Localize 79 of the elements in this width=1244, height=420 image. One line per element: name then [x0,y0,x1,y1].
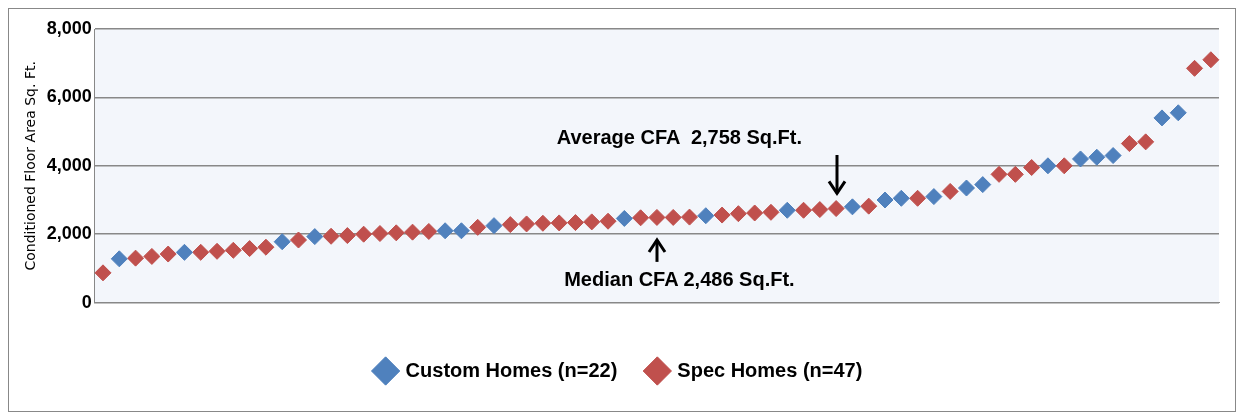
point [1088,148,1106,166]
point [94,264,112,282]
point [175,243,193,261]
point [566,214,584,232]
annotation: Average CFA 2,758 Sq.Ft. [556,125,803,148]
point [534,214,552,232]
point [648,208,666,226]
point [257,238,275,256]
y-tick-label: 0 [81,291,92,312]
point [697,207,715,225]
point [957,179,975,197]
point [485,217,503,235]
point [241,240,259,258]
legend-label: Spec Homes (n=47) [677,358,863,381]
point [778,201,796,219]
point [615,209,633,227]
point [1202,51,1220,69]
point [746,204,764,222]
y-tick-label: 2,000 [46,223,92,244]
point [387,224,405,242]
point [501,216,519,234]
annotation: Median CFA 2,486 Sq.Ft. [564,268,795,291]
y-tick-label: 6,000 [46,86,92,107]
point [795,201,813,219]
point [224,241,242,259]
point [827,200,845,218]
point [1039,157,1057,175]
point [159,245,177,263]
point [404,223,422,241]
point [599,212,617,230]
point [811,201,829,219]
point [1169,104,1187,122]
point [876,191,894,209]
point [1120,135,1138,153]
point [208,242,226,260]
point [990,165,1008,183]
point [664,208,682,226]
point [469,218,487,236]
y-tick-label: 8,000 [46,17,92,38]
point [941,182,959,200]
point [436,222,454,240]
y-axis-title: Conditioned Floor Area Sq. Ft. [22,61,39,271]
point [909,189,927,207]
point [371,225,389,243]
point [1006,165,1024,183]
y-tick-label: 4,000 [46,154,92,175]
point [1153,109,1171,127]
point [681,208,699,226]
point [1137,133,1155,151]
point [192,243,210,261]
point [338,227,356,245]
point [110,250,128,268]
point [1186,59,1204,77]
point [355,225,373,243]
point [290,231,307,249]
point [1023,159,1041,177]
point [127,249,145,267]
point [925,188,943,206]
point [713,206,731,224]
point [843,198,861,216]
point [143,247,161,265]
point [974,176,992,194]
point [420,222,438,240]
point [729,205,747,223]
point [518,215,536,233]
point [632,209,650,227]
point [306,228,324,246]
point [860,197,878,215]
point [452,222,470,240]
point [892,189,910,207]
point [550,214,568,232]
point [1104,147,1122,165]
point [1055,157,1073,175]
point [1072,150,1090,168]
point [273,233,291,251]
legend-label: Custom Homes (n=22) [405,358,618,381]
point [583,213,601,231]
point [762,203,780,221]
point [322,227,340,245]
